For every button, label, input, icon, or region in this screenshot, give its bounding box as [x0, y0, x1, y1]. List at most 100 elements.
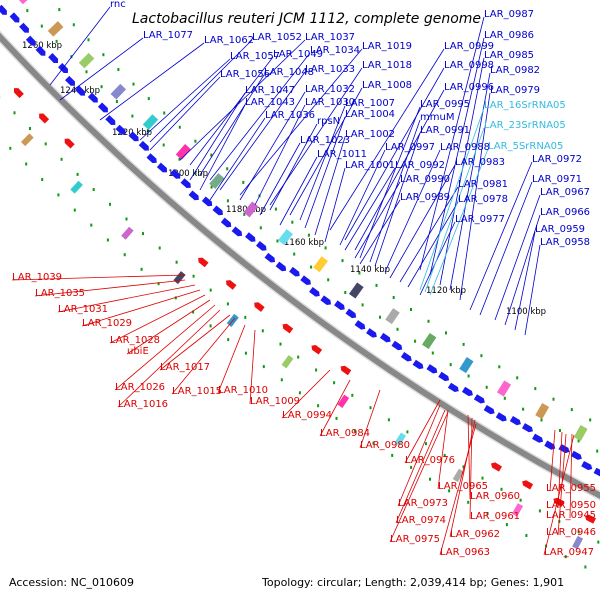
forward-gene-block — [313, 256, 329, 273]
scale-ring-tick — [280, 378, 283, 382]
gene-label: LAR_0971 — [532, 174, 582, 185]
leader-line — [189, 92, 246, 181]
gene-label: LAR_0972 — [532, 154, 582, 165]
scale-ring-tick — [317, 404, 320, 408]
leader-line — [217, 324, 246, 394]
leader-line — [199, 104, 246, 191]
gene-label: rnc — [110, 0, 126, 10]
gene-label: mmuM — [420, 112, 454, 123]
scale-ring-tick — [210, 185, 213, 189]
reverse-gene-block — [452, 468, 465, 483]
leader-line — [419, 16, 485, 271]
gene-label: LAR_0961 — [470, 511, 520, 522]
scale-ring-tick — [596, 449, 599, 453]
scale-ring-tick — [57, 193, 60, 197]
gene-label: ubiE — [127, 346, 149, 357]
scale-ring-tick — [375, 283, 378, 287]
scale-ring-tick — [481, 476, 484, 480]
gene-label: LAR_1047 — [245, 85, 295, 96]
scale-ring-tick — [387, 418, 390, 422]
scale-ring-tick — [106, 238, 109, 242]
scale-ring-tick — [123, 253, 126, 257]
scale-ring-tick — [505, 523, 508, 527]
leader-line — [149, 39, 253, 143]
leader-line — [494, 194, 541, 321]
forward-gene-arrow — [345, 308, 357, 319]
gene-label: LAR_1023 — [300, 135, 350, 146]
scale-ring-tick — [210, 153, 213, 157]
scale-ring-tick — [372, 441, 375, 445]
gene-label: LAR_0945 — [546, 510, 596, 521]
leader-line — [239, 91, 306, 201]
gene-label: LAR_1015 — [172, 386, 222, 397]
reverse-gene-arrow — [226, 280, 237, 290]
leader-line — [59, 37, 144, 101]
gene-label: LAR_0950 — [546, 500, 596, 511]
gene-label: LAR_1048 — [264, 67, 314, 78]
gene-label: LAR_0973 — [398, 498, 448, 509]
scale-ring-tick — [209, 324, 212, 328]
leader-line — [269, 123, 318, 211]
scale-ring-tick — [58, 8, 61, 12]
forward-gene-block — [573, 424, 588, 442]
forward-gene-arrow — [334, 300, 345, 310]
scale-ring-tick — [534, 387, 537, 391]
scale-ring-tick — [115, 100, 118, 103]
reverse-gene-arrow — [584, 514, 597, 524]
gene-label: LAR_1004 — [345, 109, 395, 120]
gene-label: LAR_1052 — [252, 32, 302, 43]
forward-gene-arrow — [35, 45, 46, 56]
leader-line — [159, 314, 231, 371]
leader-line — [344, 67, 445, 241]
forward-gene-arrow — [354, 320, 366, 330]
scale-ring-tick — [175, 260, 178, 264]
scale-tick-label: 1200 kbp — [168, 169, 208, 179]
scale-ring-tick — [449, 363, 452, 367]
leader-line — [289, 87, 363, 216]
scale-ring-tick — [429, 477, 431, 481]
scale-ring-tick — [522, 407, 525, 411]
forward-gene-arrow — [256, 241, 267, 251]
gene-label: LAR_1002 — [345, 129, 395, 140]
gene-label: LAR_1049 — [273, 49, 323, 60]
scale-tick-label: 1120 kbp — [426, 286, 466, 296]
gene-label: LAR_1019 — [362, 41, 412, 52]
reverse-gene-block — [572, 535, 584, 550]
leader-line — [279, 156, 318, 226]
gene-label: LAR_0974 — [396, 515, 446, 526]
scale-ring-tick — [73, 208, 76, 212]
scale-ring-tick — [174, 296, 177, 300]
gene-label: LAR_0946 — [546, 527, 596, 538]
gene-label: LAR_0988 — [440, 142, 490, 153]
gene-label: LAR_0997 — [385, 142, 435, 153]
scale-ring-tick — [597, 540, 600, 544]
leader-line — [429, 148, 489, 296]
leader-line — [114, 304, 216, 391]
leader-line — [11, 274, 186, 281]
scale-ring-tick — [335, 416, 338, 420]
forward-gene-arrow — [400, 352, 412, 362]
gene-label: LAR_0994 — [282, 410, 332, 421]
scale-ring-tick — [425, 442, 427, 446]
backbone-arc — [0, 32, 600, 499]
gene-label: LAR_1034 — [310, 45, 360, 56]
gene-label: LAR_0989 — [400, 192, 450, 203]
forward-gene-arrow — [275, 261, 287, 272]
forward-gene-arrow — [231, 226, 243, 237]
leader-line — [304, 116, 346, 229]
gene-label: LAR_0963 — [440, 547, 490, 558]
scale-ring-tick — [486, 512, 489, 515]
leader-line — [249, 329, 256, 405]
scale-ring-tick — [25, 162, 28, 166]
scale-ring-tick — [276, 239, 279, 243]
gene-label: LAR_1009 — [250, 396, 300, 407]
forward-gene-arrow — [19, 22, 29, 33]
leader-line — [139, 58, 231, 141]
scale-ring-tick — [29, 127, 31, 130]
forward-gene-block — [110, 83, 127, 100]
scale-ring-tick — [90, 223, 93, 227]
gene-label: LAR_1062 — [204, 35, 254, 46]
gene-label: LAR_0975 — [390, 534, 440, 545]
forward-gene-arrow — [300, 275, 311, 286]
leader-line — [179, 39, 306, 161]
